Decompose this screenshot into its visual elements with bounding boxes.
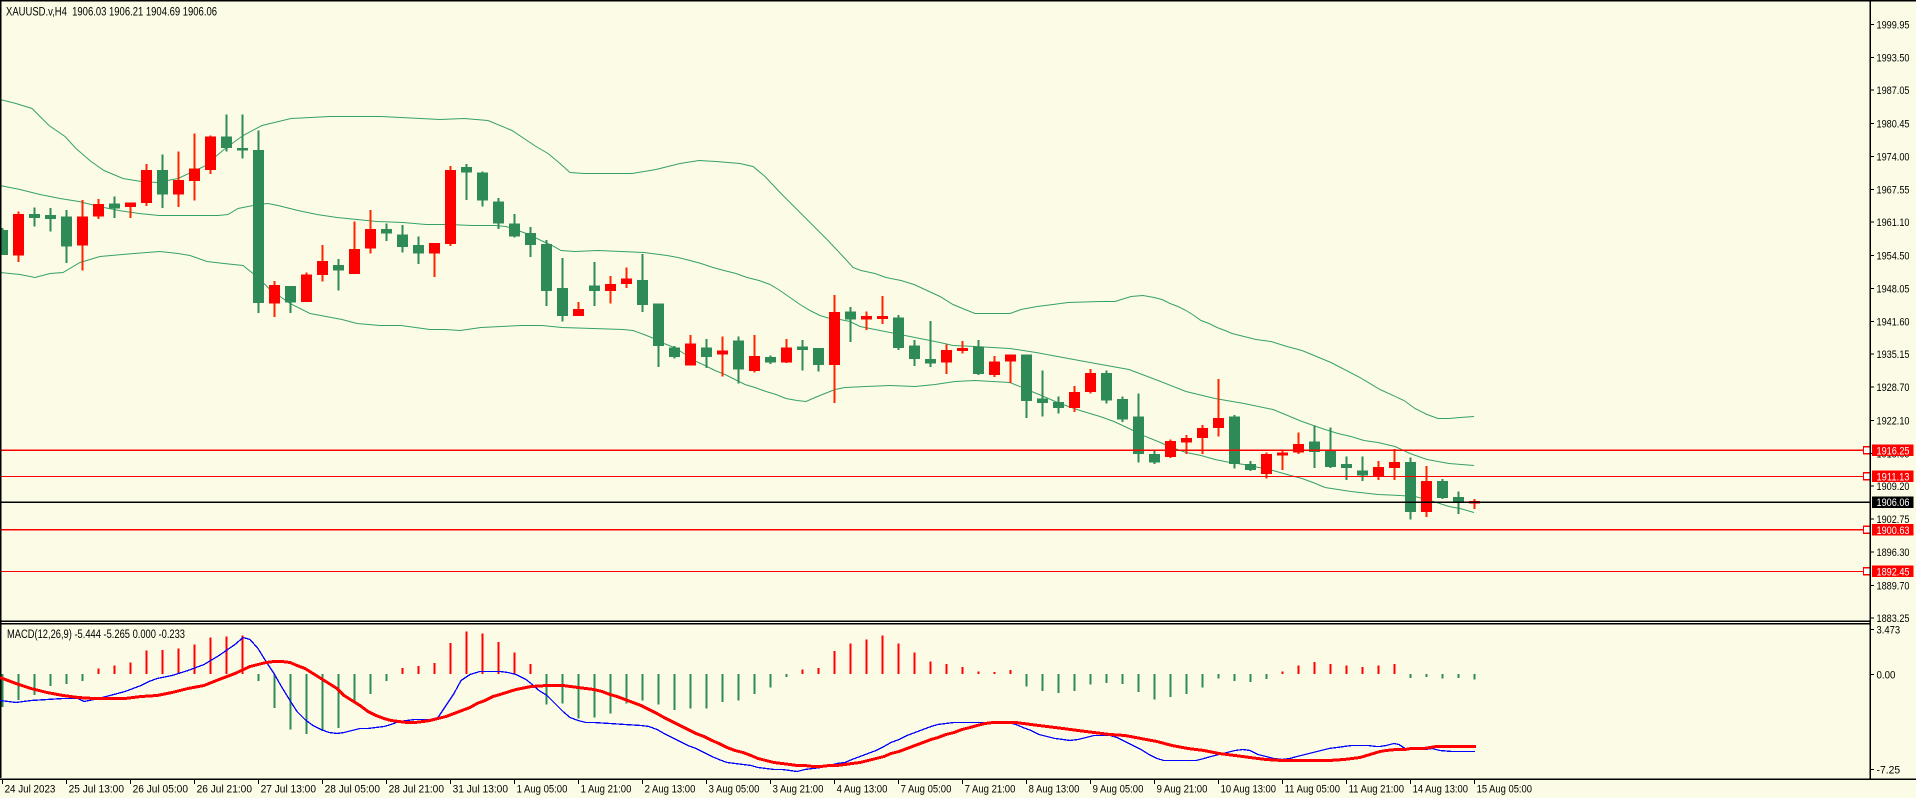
svg-text:1941.60: 1941.60 [1877,316,1910,328]
svg-text:1954.50: 1954.50 [1877,251,1910,263]
svg-text:1911.13: 1911.13 [1877,471,1910,483]
svg-text:1916.25: 1916.25 [1877,445,1910,457]
svg-text:7 Aug 05:00: 7 Aug 05:00 [901,784,952,796]
svg-text:1974.00: 1974.00 [1877,152,1910,164]
svg-text:3 Aug 05:00: 3 Aug 05:00 [709,784,760,796]
svg-text:9 Aug 21:00: 9 Aug 21:00 [1157,784,1208,796]
svg-text:1993.50: 1993.50 [1877,52,1910,64]
svg-text:1889.70: 1889.70 [1877,580,1910,592]
svg-text:26 Jul 05:00: 26 Jul 05:00 [133,784,188,796]
svg-text:1967.55: 1967.55 [1877,184,1910,196]
svg-text:1902.75: 1902.75 [1877,514,1910,526]
svg-text:3 Aug 21:00: 3 Aug 21:00 [773,784,824,796]
svg-text:1892.45: 1892.45 [1877,566,1910,578]
svg-text:9 Aug 05:00: 9 Aug 05:00 [1093,784,1144,796]
svg-text:1980.45: 1980.45 [1877,119,1910,131]
svg-text:1987.05: 1987.05 [1877,85,1910,97]
svg-text:1 Aug 05:00: 1 Aug 05:00 [517,784,568,796]
svg-text:1906.06: 1906.06 [1877,497,1910,509]
svg-text:15 Aug 05:00: 15 Aug 05:00 [1477,784,1532,796]
svg-text:1999.95: 1999.95 [1877,20,1910,32]
svg-text:7 Aug 21:00: 7 Aug 21:00 [965,784,1016,796]
svg-text:1928.70: 1928.70 [1877,382,1910,394]
svg-text:1935.15: 1935.15 [1877,349,1910,361]
svg-text:25 Jul 13:00: 25 Jul 13:00 [69,784,124,796]
svg-text:28 Jul 21:00: 28 Jul 21:00 [389,784,444,796]
svg-text:1961.10: 1961.10 [1877,217,1910,229]
svg-text:11 Aug 05:00: 11 Aug 05:00 [1285,784,1340,796]
svg-text:1896.30: 1896.30 [1877,547,1910,559]
svg-text:14 Aug 13:00: 14 Aug 13:00 [1413,784,1468,796]
svg-text:1883.25: 1883.25 [1877,613,1910,625]
svg-text:10 Aug 13:00: 10 Aug 13:00 [1221,784,1276,796]
svg-text:3.473: 3.473 [1877,625,1901,637]
svg-text:31 Jul 13:00: 31 Jul 13:00 [453,784,508,796]
svg-text:1909.20: 1909.20 [1877,481,1910,493]
svg-text:24 Jul 2023: 24 Jul 2023 [5,784,56,796]
svg-text:XAUUSD.v,H4 1906.03 1906.21 1: XAUUSD.v,H4 1906.03 1906.21 1904.69 1906… [6,7,217,19]
svg-text:8 Aug 13:00: 8 Aug 13:00 [1029,784,1080,796]
svg-text:0.00: 0.00 [1877,670,1896,682]
svg-text:1 Aug 21:00: 1 Aug 21:00 [581,784,632,796]
svg-text:28 Jul 05:00: 28 Jul 05:00 [325,784,380,796]
svg-text:27 Jul 13:00: 27 Jul 13:00 [261,784,316,796]
svg-text:1948.05: 1948.05 [1877,284,1910,296]
svg-text:1900.63: 1900.63 [1877,525,1910,537]
svg-text:11 Aug 21:00: 11 Aug 21:00 [1349,784,1404,796]
svg-text:-7.25: -7.25 [1877,765,1901,777]
svg-text:MACD(12,26,9) -5.444 -5.265 0.: MACD(12,26,9) -5.444 -5.265 0.000 -0.233 [7,629,185,641]
svg-text:1922.10: 1922.10 [1877,416,1910,428]
svg-text:2 Aug 13:00: 2 Aug 13:00 [645,784,696,796]
svg-text:4 Aug 13:00: 4 Aug 13:00 [837,784,888,796]
svg-text:26 Jul 21:00: 26 Jul 21:00 [197,784,252,796]
